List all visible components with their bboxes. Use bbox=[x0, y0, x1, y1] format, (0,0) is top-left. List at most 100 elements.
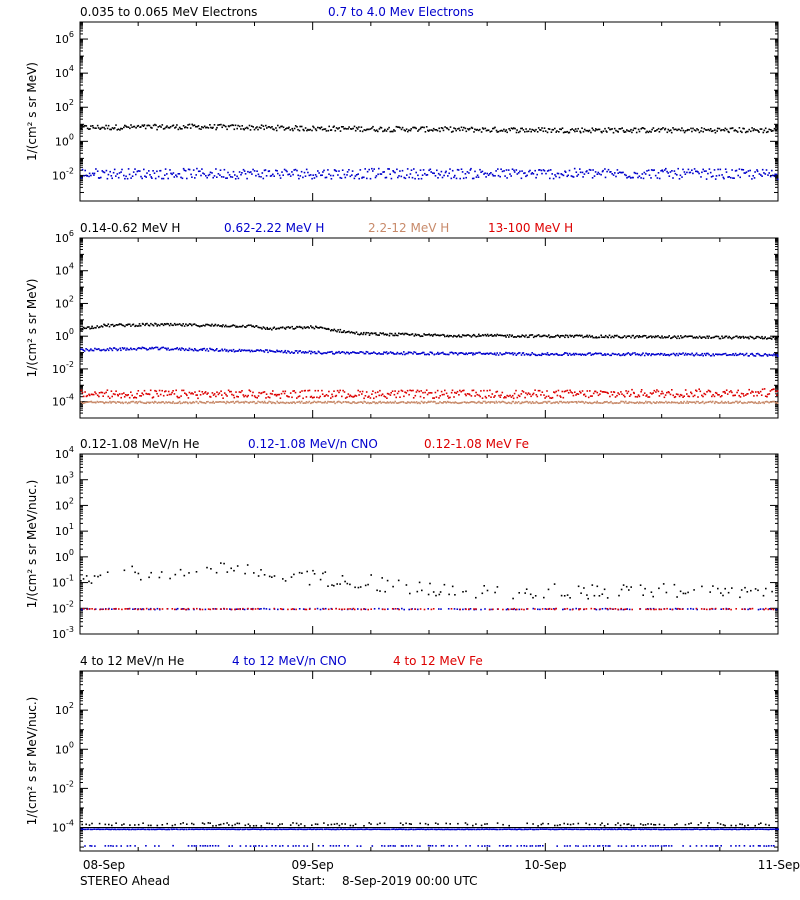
data-point bbox=[327, 351, 329, 354]
data-point bbox=[556, 172, 559, 175]
data-point bbox=[634, 172, 637, 175]
data-point bbox=[569, 823, 572, 826]
data-point bbox=[665, 167, 667, 170]
data-point bbox=[434, 175, 437, 177]
data-point bbox=[677, 354, 679, 357]
data-point bbox=[560, 400, 563, 403]
data-point bbox=[167, 323, 169, 325]
data-point bbox=[164, 347, 166, 349]
data-point bbox=[610, 391, 613, 393]
data-point bbox=[500, 334, 502, 337]
data-point bbox=[137, 608, 139, 611]
data-point bbox=[583, 173, 586, 175]
data-point bbox=[760, 337, 762, 339]
data-point bbox=[192, 124, 194, 127]
data-point bbox=[581, 171, 584, 174]
data-point bbox=[206, 126, 208, 129]
data-point bbox=[338, 170, 340, 172]
data-point bbox=[662, 354, 665, 356]
data-point bbox=[91, 401, 93, 404]
data-point bbox=[495, 129, 498, 132]
data-point bbox=[135, 349, 138, 351]
data-point bbox=[734, 394, 736, 397]
data-point bbox=[181, 402, 184, 404]
data-point bbox=[700, 127, 703, 129]
data-point bbox=[111, 828, 113, 830]
data-point bbox=[146, 828, 149, 831]
data-point bbox=[560, 173, 562, 175]
data-point bbox=[617, 392, 619, 394]
data-point bbox=[777, 355, 779, 357]
data-point bbox=[655, 608, 657, 611]
data-point bbox=[272, 390, 274, 392]
data-point bbox=[420, 335, 423, 337]
data-point bbox=[267, 351, 269, 354]
data-point bbox=[570, 175, 573, 177]
data-point bbox=[484, 823, 486, 825]
data-point bbox=[730, 127, 733, 130]
data-point bbox=[296, 169, 298, 172]
data-point bbox=[492, 608, 494, 611]
data-point bbox=[419, 127, 422, 130]
data-point bbox=[587, 172, 590, 174]
data-point bbox=[203, 173, 206, 175]
data-point bbox=[186, 828, 188, 831]
data-point bbox=[137, 390, 140, 392]
data-point bbox=[164, 168, 167, 170]
data-point bbox=[376, 402, 379, 405]
data-point bbox=[221, 401, 223, 403]
data-point bbox=[484, 353, 486, 355]
data-point bbox=[162, 128, 165, 130]
data-point bbox=[118, 323, 121, 325]
data-point bbox=[747, 336, 749, 339]
data-point bbox=[425, 174, 428, 176]
data-point bbox=[127, 608, 129, 610]
data-point bbox=[319, 608, 322, 611]
data-point bbox=[620, 171, 622, 174]
data-point bbox=[420, 126, 422, 129]
data-point bbox=[507, 401, 510, 404]
data-point bbox=[483, 173, 485, 175]
data-point bbox=[537, 402, 540, 405]
data-point bbox=[461, 171, 464, 173]
data-point bbox=[141, 828, 143, 830]
data-point bbox=[324, 128, 327, 130]
data-point bbox=[615, 402, 617, 404]
data-point bbox=[513, 607, 515, 610]
data-point bbox=[610, 400, 612, 403]
data-point bbox=[192, 169, 195, 171]
data-point bbox=[549, 397, 551, 399]
data-point bbox=[593, 608, 596, 610]
data-point bbox=[202, 126, 205, 129]
data-point bbox=[344, 580, 346, 583]
data-point bbox=[525, 400, 528, 403]
data-point bbox=[384, 176, 387, 179]
data-point bbox=[415, 171, 417, 174]
data-point bbox=[746, 402, 748, 404]
data-point bbox=[716, 822, 719, 824]
data-point bbox=[702, 354, 704, 357]
data-point bbox=[743, 172, 746, 174]
data-point bbox=[593, 594, 596, 597]
data-point bbox=[664, 354, 667, 356]
data-point bbox=[577, 334, 579, 337]
data-point bbox=[585, 822, 587, 825]
data-point bbox=[535, 176, 537, 179]
data-point bbox=[329, 174, 332, 177]
data-point bbox=[574, 334, 577, 337]
data-point bbox=[479, 128, 481, 131]
data-point bbox=[454, 174, 456, 177]
data-point bbox=[325, 130, 328, 132]
data-point bbox=[441, 352, 443, 354]
data-point bbox=[157, 828, 159, 830]
data-point bbox=[148, 393, 151, 396]
data-point bbox=[269, 327, 272, 330]
data-point bbox=[662, 583, 665, 585]
data-point bbox=[725, 171, 728, 173]
data-point bbox=[510, 396, 513, 398]
data-point bbox=[759, 128, 762, 130]
data-point bbox=[401, 169, 404, 172]
data-point bbox=[234, 828, 237, 831]
data-point bbox=[151, 127, 153, 129]
data-point bbox=[161, 828, 163, 831]
